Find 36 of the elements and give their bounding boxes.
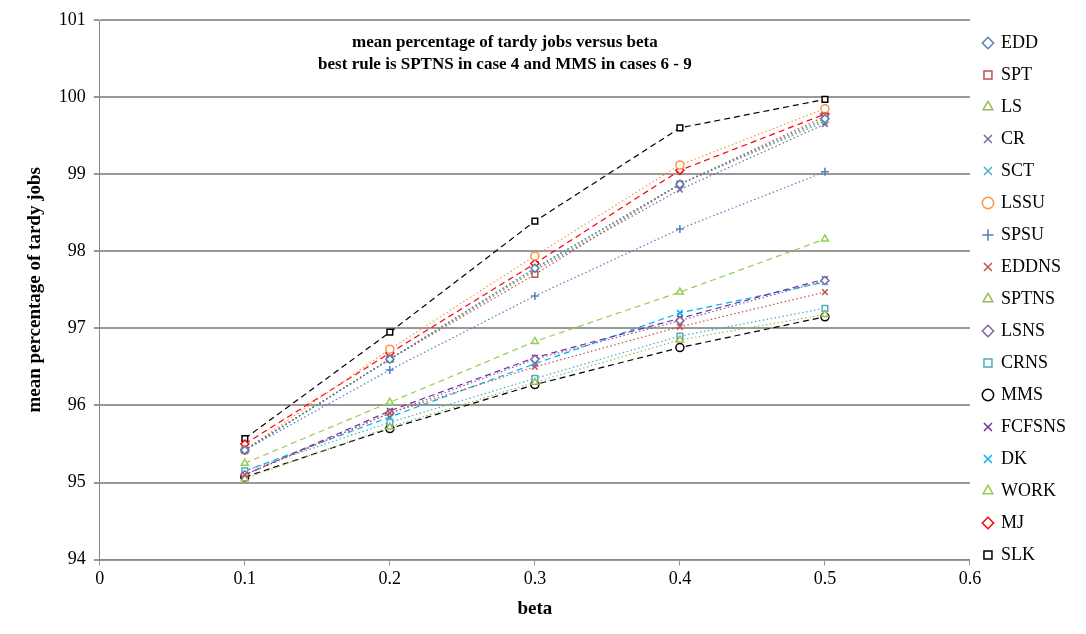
y-tick-label: 99	[67, 162, 86, 183]
legend-label: EDD	[1000, 31, 1038, 52]
legend-label: MMS	[1000, 383, 1043, 404]
y-tick-label: 97	[67, 317, 86, 338]
legend-label: SPT	[1000, 63, 1032, 84]
legend-label: MJ	[1000, 511, 1024, 532]
legend-label: LS	[1000, 95, 1022, 116]
x-tick-label: 0.5	[813, 568, 837, 589]
y-tick-label: 94	[67, 548, 86, 569]
legend-label: EDDNS	[1000, 255, 1061, 276]
legend-label: LSNS	[1000, 319, 1045, 340]
x-tick-label: 0	[95, 568, 105, 589]
text: best rule is SPTNS in case 4 and MMS in cases 6 - 9	[318, 53, 692, 73]
y-axis-title: mean percentage of tardy jobs	[23, 167, 45, 413]
x-tick-label: 0.2	[378, 568, 402, 589]
x-axis-title: beta	[517, 596, 553, 618]
legend-label: SPSU	[1000, 223, 1044, 244]
legend-label: LSSU	[1000, 191, 1045, 212]
x-tick-label: 0.3	[523, 568, 547, 589]
y-tick-label: 100	[58, 85, 86, 106]
x-tick-label: 0.1	[233, 568, 257, 589]
y-tick-label: 95	[67, 471, 86, 492]
legend-label: DK	[1000, 447, 1027, 468]
legend-label: FCFSNS	[1000, 415, 1067, 436]
y-tick-label: 96	[67, 394, 86, 415]
y-tick-label: 98	[67, 239, 86, 260]
x-tick-label: 0.6	[958, 568, 982, 589]
legend-label: WORK	[1000, 479, 1056, 500]
x-tick-label: 0.4	[668, 568, 692, 589]
legend-label: CR	[1000, 127, 1025, 148]
text: mean percentage of tardy jobs versus beta	[352, 31, 659, 51]
legend-label: SCT	[1000, 159, 1034, 180]
legend-label: CRNS	[1000, 351, 1048, 372]
legend-label: SPTNS	[1000, 287, 1055, 308]
legend-label: SLK	[1000, 543, 1035, 564]
y-tick-label: 101	[58, 8, 86, 29]
